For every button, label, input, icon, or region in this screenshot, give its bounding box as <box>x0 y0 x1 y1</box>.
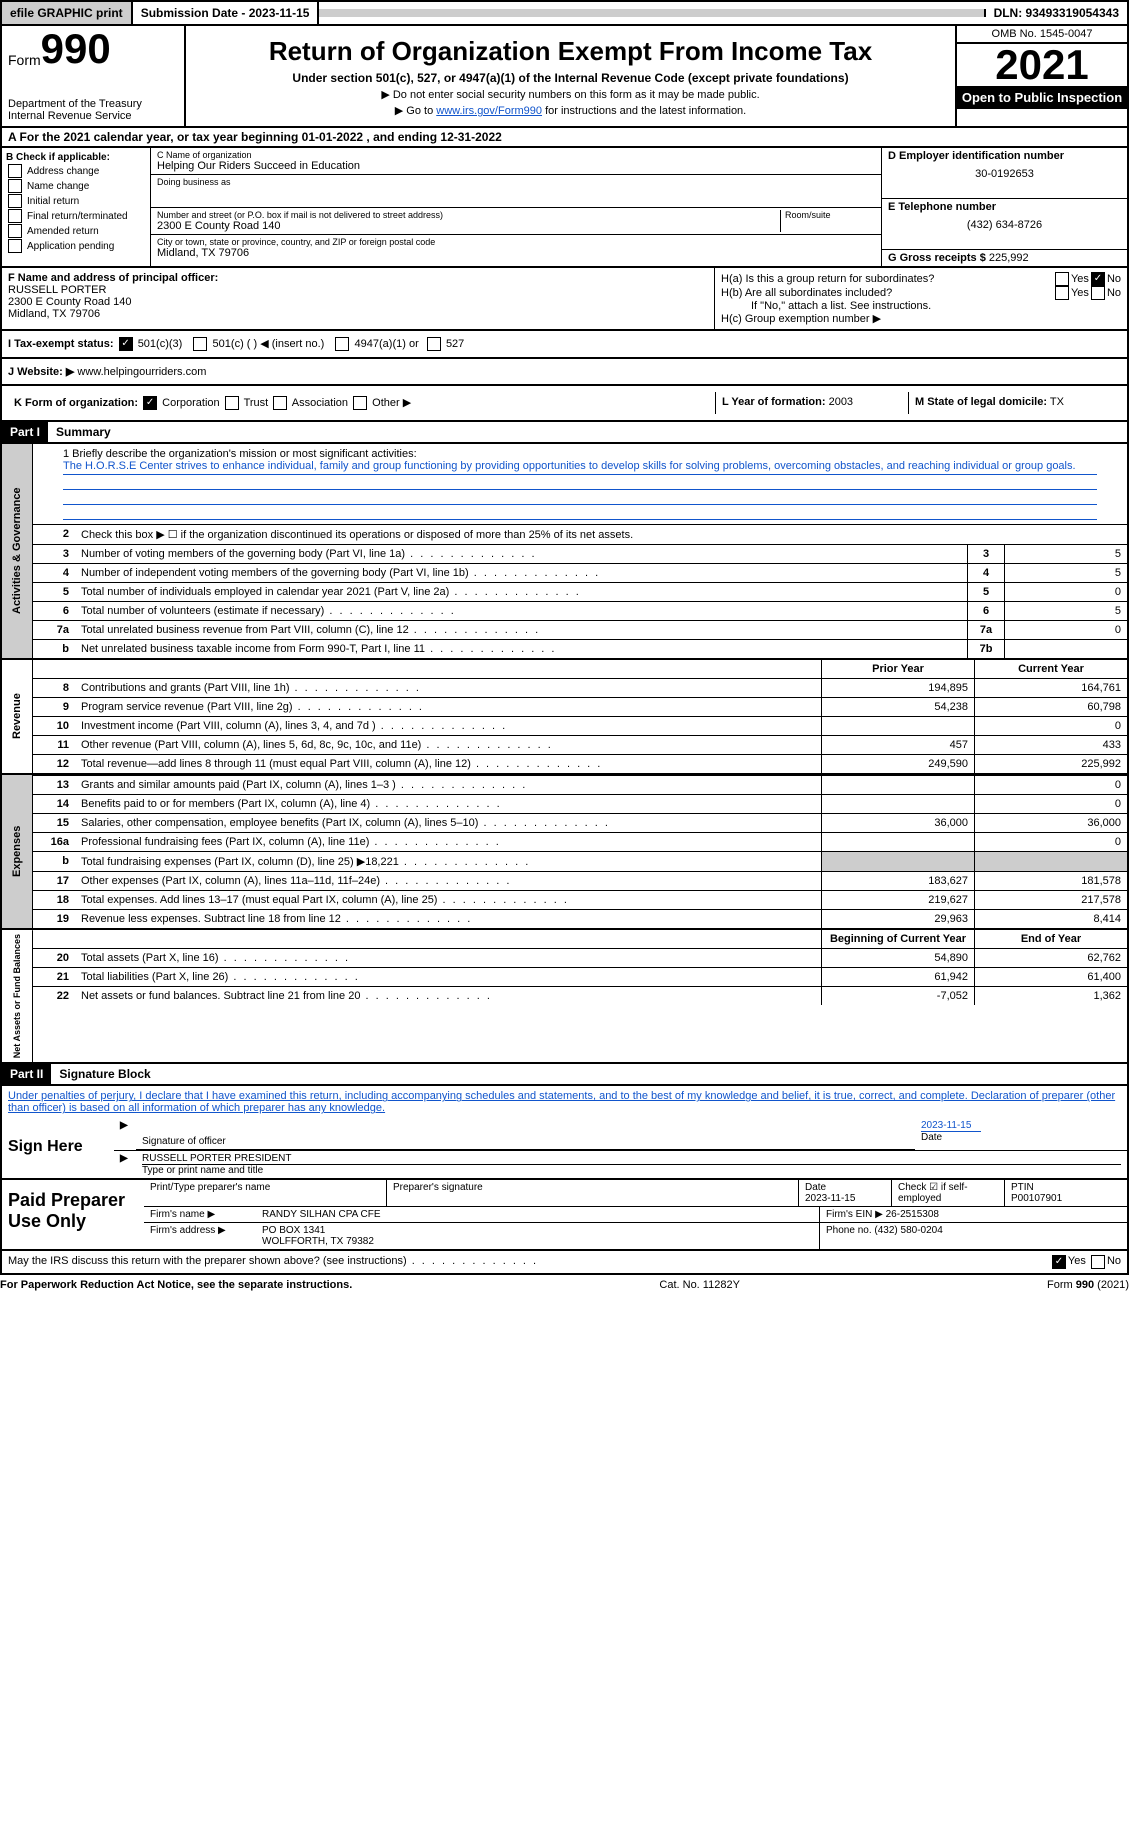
chk-501c3[interactable] <box>119 337 133 351</box>
penalty-statement: Under penalties of perjury, I declare th… <box>0 1086 1129 1118</box>
org-name: Helping Our Riders Succeed in Education <box>157 160 875 172</box>
firm-name: RANDY SILHAN CPA CFE <box>256 1207 819 1222</box>
box-c: C Name of organizationHelping Our Riders… <box>151 148 881 266</box>
box-deg: D Employer identification number30-01926… <box>881 148 1127 266</box>
officer-name: RUSSELL PORTER <box>8 284 708 296</box>
form-title: Return of Organization Exempt From Incom… <box>192 36 949 67</box>
tab-governance: Activities & Governance <box>2 444 33 658</box>
part1-header: Part ISummary <box>0 422 1129 444</box>
chk-527[interactable] <box>427 337 441 351</box>
chk-other[interactable] <box>353 396 367 410</box>
tab-netassets: Net Assets or Fund Balances <box>2 930 33 1062</box>
box-h: H(a) Is this a group return for subordin… <box>715 268 1127 329</box>
mission-block: 1 Briefly describe the organization's mi… <box>33 444 1127 524</box>
sign-date: 2023-11-15 <box>921 1120 981 1132</box>
prep-date: 2023-11-15 <box>805 1193 855 1204</box>
domicile-state: TX <box>1050 396 1064 408</box>
website: www.helpingourriders.com <box>77 366 206 378</box>
summary-revenue: Revenue Prior YearCurrent Year 8Contribu… <box>0 660 1129 775</box>
discuss-yes[interactable] <box>1052 1255 1066 1269</box>
discuss-row: May the IRS discuss this return with the… <box>0 1251 1129 1275</box>
chk-final[interactable]: Final return/terminated <box>6 209 146 223</box>
submission-date: Submission Date - 2023-11-15 <box>133 2 320 24</box>
street-address: 2300 E County Road 140 <box>157 220 780 232</box>
website-row: J Website: ▶ www.helpingourriders.com <box>0 359 1129 386</box>
open-inspection: Open to Public Inspection <box>957 86 1127 109</box>
mission-text: The H.O.R.S.E Center strives to enhance … <box>63 460 1097 475</box>
chk-trust[interactable] <box>225 396 239 410</box>
org-form-row: K Form of organization: Corporation Trus… <box>0 386 1129 422</box>
ein: 30-0192653 <box>888 168 1121 180</box>
chk-amended[interactable]: Amended return <box>6 224 146 238</box>
efile-label: efile GRAPHIC print <box>2 2 133 24</box>
phone: (432) 634-8726 <box>888 219 1121 231</box>
tax-status-row: I Tax-exempt status: 501(c)(3) 501(c) ( … <box>0 331 1129 359</box>
summary-expenses: Expenses 13Grants and similar amounts pa… <box>0 775 1129 930</box>
chk-assoc[interactable] <box>273 396 287 410</box>
box-f: F Name and address of principal officer:… <box>2 268 715 329</box>
part2-header: Part IISignature Block <box>0 1064 1129 1086</box>
chk-pending[interactable]: Application pending <box>6 239 146 253</box>
city-state-zip: Midland, TX 79706 <box>157 247 875 259</box>
chk-501c[interactable] <box>193 337 207 351</box>
tax-year: 2021 <box>957 44 1127 86</box>
summary-governance: Activities & Governance 1 Briefly descri… <box>0 444 1129 660</box>
note-ssn: ▶ Do not enter social security numbers o… <box>192 88 949 101</box>
year-formed: 2003 <box>829 396 853 408</box>
tab-revenue: Revenue <box>2 660 33 773</box>
info-grid: B Check if applicable: Address change Na… <box>0 148 1129 268</box>
dln: DLN: 93493319054343 <box>986 2 1127 24</box>
top-bar: efile GRAPHIC print Submission Date - 20… <box>0 0 1129 24</box>
page-footer: For Paperwork Reduction Act Notice, see … <box>0 1275 1129 1295</box>
form-subtitle: Under section 501(c), 527, or 4947(a)(1)… <box>192 71 949 85</box>
dept-label: Department of the Treasury Internal Reve… <box>8 98 178 122</box>
note-link: ▶ Go to www.irs.gov/Form990 for instruct… <box>192 104 949 117</box>
officer-group-row: F Name and address of principal officer:… <box>0 268 1129 331</box>
firm-addr: PO BOX 1341 <box>262 1225 325 1236</box>
firm-ein: 26-2515308 <box>886 1209 939 1220</box>
form-number: Form 990 <box>8 30 178 68</box>
paid-preparer-section: Paid Preparer Use Only Print/Type prepar… <box>0 1180 1129 1251</box>
chk-corp[interactable] <box>143 396 157 410</box>
gross-receipts: 225,992 <box>989 252 1029 264</box>
chk-name[interactable]: Name change <box>6 179 146 193</box>
form-header: Form 990 Department of the Treasury Inte… <box>0 24 1129 128</box>
hb-no[interactable] <box>1091 286 1105 300</box>
self-employed-check[interactable]: Check ☑ if self-employed <box>891 1180 1004 1206</box>
sign-here-label: Sign Here <box>2 1118 114 1178</box>
discuss-no[interactable] <box>1091 1255 1105 1269</box>
signer-name: RUSSELL PORTER PRESIDENT <box>142 1153 1121 1165</box>
chk-4947[interactable] <box>335 337 349 351</box>
tab-expenses: Expenses <box>2 775 33 928</box>
chk-initial[interactable]: Initial return <box>6 194 146 208</box>
box-b: B Check if applicable: Address change Na… <box>2 148 151 266</box>
hb-yes[interactable] <box>1055 286 1069 300</box>
ha-yes[interactable] <box>1055 272 1069 286</box>
sign-here-section: Sign Here ▶ Signature of officer 2023-11… <box>0 1118 1129 1180</box>
irs-link[interactable]: www.irs.gov/Form990 <box>436 105 542 117</box>
chk-address[interactable]: Address change <box>6 164 146 178</box>
summary-netassets: Net Assets or Fund Balances Beginning of… <box>0 930 1129 1064</box>
calendar-year-row: A For the 2021 calendar year, or tax yea… <box>0 128 1129 148</box>
top-spacer <box>319 9 985 17</box>
ha-no[interactable] <box>1091 272 1105 286</box>
paid-preparer-label: Paid Preparer Use Only <box>2 1180 144 1249</box>
ptin: P00107901 <box>1011 1193 1062 1204</box>
firm-phone: (432) 580-0204 <box>874 1225 942 1236</box>
